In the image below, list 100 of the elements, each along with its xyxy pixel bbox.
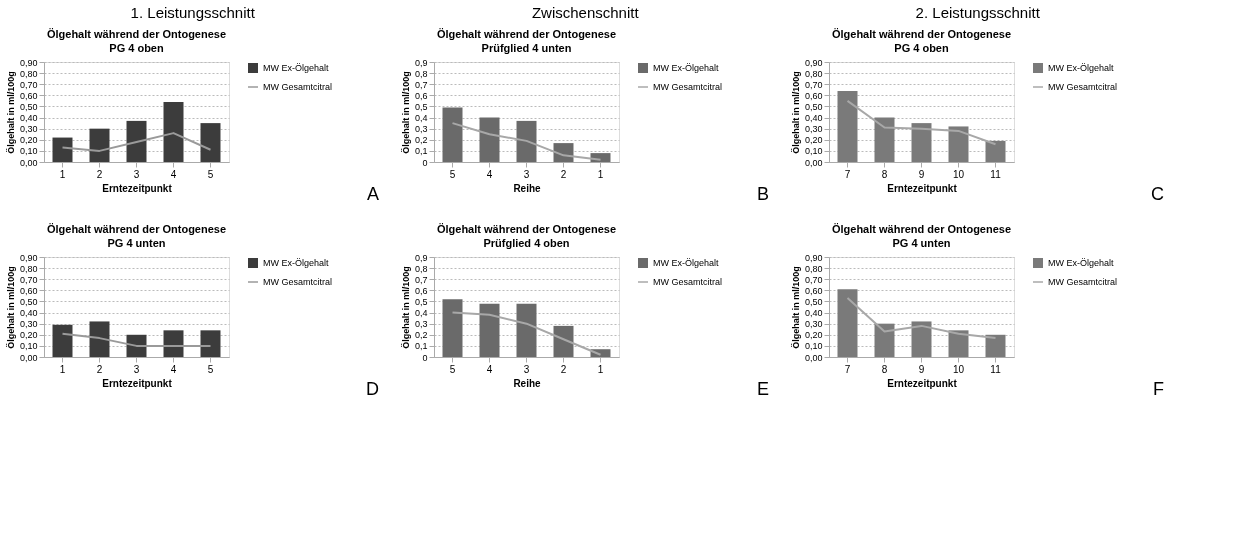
y-tick-label: 0,20 <box>804 135 823 146</box>
legend-label: MW Gesamtcitral <box>653 82 723 92</box>
y-tick-label: 0,50 <box>19 296 38 307</box>
y-tick-label: 0,70 <box>804 274 823 285</box>
x-tick-label: 2 <box>560 363 567 375</box>
x-tick-label: 2 <box>96 168 103 180</box>
y-tick-label: 0,5 <box>414 296 428 307</box>
x-tick-label: 3 <box>523 363 530 375</box>
y-tick-label: 0 <box>422 157 428 168</box>
x-tick-label: 11 <box>990 363 1002 375</box>
x-tick-label: 8 <box>881 363 888 375</box>
x-tick-label: 4 <box>170 168 177 180</box>
line-series <box>61 132 212 152</box>
y-tick-label: 0,10 <box>804 146 823 157</box>
y-tick-label: 0,00 <box>804 157 823 168</box>
x-tick-label: 1 <box>59 363 66 375</box>
y-tick-label: 0,2 <box>414 330 428 341</box>
y-tick-label: 0,20 <box>19 330 38 341</box>
x-tick-label: 2 <box>96 363 103 375</box>
text: C <box>1151 184 1164 204</box>
x-tick-label: 4 <box>486 363 493 375</box>
y-tick-label: 0,8 <box>414 68 428 79</box>
bar <box>911 123 932 162</box>
y-tick-label: 0,60 <box>804 285 823 296</box>
bar <box>442 107 463 162</box>
x-tick-label: 5 <box>207 363 214 375</box>
legend-label: MW Gesamtcitral <box>1048 277 1118 287</box>
y-tick-label: 0,90 <box>19 57 38 68</box>
y-tick-label: 0,00 <box>19 352 38 363</box>
y-tick-label: 0,6 <box>414 285 428 296</box>
legend-label: MW Gesamtcitral <box>263 277 333 287</box>
y-tick-label: 0,80 <box>804 68 823 79</box>
y-tick-label: 0,90 <box>804 57 823 68</box>
line-series <box>451 311 602 356</box>
legend-label: MW Ex-Ölgehalt <box>1048 63 1115 73</box>
text: Zwischenschnitt <box>531 3 640 21</box>
bar <box>516 303 537 357</box>
y-tick-label: 0,3 <box>414 319 428 330</box>
text: E <box>756 379 769 399</box>
chart-subtitle: PG 4 oben <box>109 42 164 54</box>
legend-label: MW Ex-Ölgehalt <box>1048 258 1115 268</box>
x-axis-title: Erntezeitpunkt <box>102 377 173 389</box>
bar <box>89 321 110 357</box>
y-tick-label: 0,7 <box>414 79 428 90</box>
y-tick-label: 0,6 <box>414 90 428 101</box>
bar <box>948 126 969 162</box>
chart-subtitle: Prüfglied 4 oben <box>483 237 570 249</box>
x-tick-label: 7 <box>844 363 851 375</box>
y-tick-label: 0,00 <box>19 157 38 168</box>
bar <box>911 321 932 357</box>
y-tick-label: 0,30 <box>19 319 38 330</box>
y-tick-label: 0,40 <box>804 308 823 319</box>
bar <box>985 334 1006 357</box>
y-tick-label: 0,50 <box>19 101 38 112</box>
y-tick-label: 0,60 <box>19 285 38 296</box>
bar <box>479 303 500 357</box>
x-tick-label: 1 <box>59 168 66 180</box>
x-tick-label: 8 <box>881 168 888 180</box>
x-tick-label: 10 <box>952 363 965 375</box>
x-tick-label: 4 <box>486 168 493 180</box>
x-tick-label: 9 <box>918 168 925 180</box>
x-axis-title: Reihe <box>513 182 542 194</box>
bar <box>479 117 500 162</box>
x-axis-title: Erntezeitpunkt <box>887 377 958 389</box>
chart-subtitle: PG 4 unten <box>107 237 166 249</box>
y-tick-label: 0,50 <box>804 101 823 112</box>
y-tick-label: 0,00 <box>804 352 823 363</box>
x-axis-title: Reihe <box>513 377 542 389</box>
y-axis-title: Ölgehalt in ml/100g <box>400 266 411 349</box>
bar <box>163 102 184 162</box>
y-tick-label: 0,80 <box>804 263 823 274</box>
y-tick-label: 0,30 <box>804 124 823 135</box>
bar <box>163 330 184 357</box>
y-tick-label: 0,50 <box>804 296 823 307</box>
y-tick-label: 0,60 <box>804 90 823 101</box>
legend-label: MW Ex-Ölgehalt <box>653 258 720 268</box>
bar <box>874 323 895 357</box>
y-tick-label: 0,60 <box>19 90 38 101</box>
y-tick-label: 0,90 <box>804 252 823 263</box>
x-tick-label: 10 <box>952 168 965 180</box>
legend-label: MW Ex-Ölgehalt <box>263 258 330 268</box>
y-tick-label: 0,10 <box>19 341 38 352</box>
x-axis-title: Erntezeitpunkt <box>887 182 958 194</box>
y-tick-label: 0,70 <box>804 79 823 90</box>
bar <box>52 137 73 162</box>
text: A <box>366 184 379 204</box>
x-tick-label: 5 <box>449 363 456 375</box>
x-tick-label: 1 <box>597 168 604 180</box>
y-axis-title: Ölgehalt in ml/100g <box>5 266 16 349</box>
y-tick-label: 0,1 <box>414 341 428 352</box>
chart-subtitle: Prüfglied 4 unten <box>481 42 572 54</box>
y-tick-label: 0,10 <box>804 341 823 352</box>
x-tick-label: 7 <box>844 168 851 180</box>
y-tick-label: 0,40 <box>19 113 38 124</box>
x-tick-label: 3 <box>133 168 140 180</box>
x-tick-label: 1 <box>597 363 604 375</box>
bar <box>89 128 110 162</box>
y-axis-title: Ölgehalt in ml/100g <box>400 71 411 154</box>
y-axis-title: Ölgehalt in ml/100g <box>790 71 801 154</box>
y-tick-label: 0,9 <box>414 252 428 263</box>
